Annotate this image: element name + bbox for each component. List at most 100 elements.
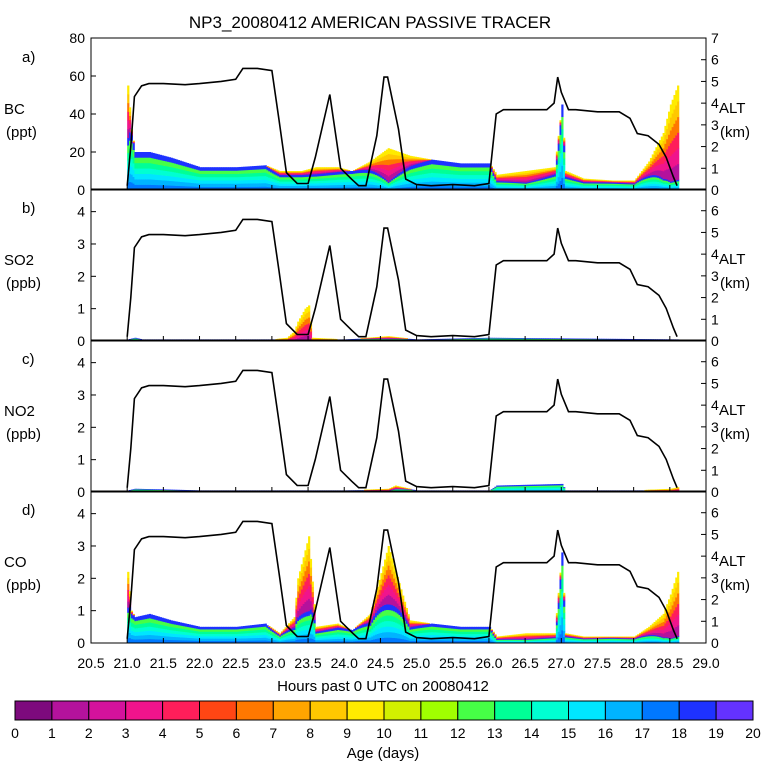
age-bar-segment bbox=[396, 337, 399, 338]
age-bar-segment bbox=[148, 168, 152, 175]
age-bar-segment bbox=[452, 170, 455, 175]
age-bar-segment bbox=[537, 180, 540, 183]
age-bar-segment bbox=[559, 180, 562, 191]
age-bar-segment bbox=[514, 185, 517, 187]
age-bar-segment bbox=[496, 179, 499, 182]
age-bar-segment bbox=[166, 156, 170, 162]
age-bar-segment bbox=[128, 173, 132, 183]
age-bar-segment bbox=[232, 167, 235, 171]
age-bar-segment bbox=[387, 337, 390, 339]
age-bar-segment bbox=[422, 178, 425, 183]
age-bar-segment bbox=[380, 171, 383, 176]
age-bar-segment bbox=[400, 174, 403, 178]
age-bar-segment bbox=[597, 180, 600, 182]
age-bar-segment bbox=[326, 167, 329, 169]
age-bar-segment bbox=[289, 183, 293, 186]
age-bar-segment bbox=[514, 175, 517, 178]
age-bar-segment bbox=[494, 182, 497, 185]
age-bar-segment bbox=[496, 183, 499, 186]
age-bar-segment bbox=[199, 170, 202, 175]
age-bar-segment bbox=[615, 182, 618, 183]
age-bar-segment bbox=[530, 170, 533, 173]
age-bar-segment bbox=[313, 337, 316, 339]
age-bar-segment bbox=[671, 99, 674, 114]
age-bar-segment bbox=[449, 161, 452, 167]
age-bar-segment bbox=[608, 184, 611, 186]
age-bar-segment bbox=[367, 184, 370, 188]
age-bar-segment bbox=[434, 172, 437, 178]
age-bar-segment bbox=[405, 156, 408, 160]
age-bar-segment bbox=[586, 179, 589, 181]
age-bar-segment bbox=[545, 171, 548, 173]
age-bar-segment bbox=[521, 176, 524, 179]
age-bar-segment bbox=[315, 183, 318, 186]
age-bar-segment bbox=[617, 181, 620, 183]
age-bar-segment bbox=[492, 170, 495, 172]
age-bar-segment bbox=[494, 173, 497, 175]
age-bar-segment bbox=[563, 144, 566, 146]
age-bar-segment bbox=[382, 336, 385, 338]
age-bar-segment bbox=[306, 307, 309, 314]
age-bar-segment bbox=[671, 180, 674, 183]
age-bar-segment bbox=[461, 186, 465, 191]
age-bar-segment bbox=[188, 174, 191, 180]
age-bar-segment bbox=[606, 187, 609, 190]
age-bar-segment bbox=[347, 173, 351, 177]
age-bar-segment bbox=[394, 171, 398, 176]
age-bar-segment bbox=[402, 338, 405, 340]
age-bar-segment bbox=[309, 180, 313, 184]
age-bar-segment bbox=[586, 182, 589, 184]
age-bar-segment bbox=[606, 184, 609, 186]
age-bar-segment bbox=[432, 185, 436, 191]
age-bar-segment bbox=[523, 187, 526, 190]
age-bar-segment bbox=[327, 182, 331, 186]
age-bar-segment bbox=[384, 184, 387, 187]
age-bar-segment bbox=[487, 182, 490, 187]
age-bar-segment bbox=[297, 324, 300, 329]
age-bar-segment bbox=[331, 169, 334, 171]
age-bar-segment bbox=[568, 176, 571, 178]
age-bar-segment bbox=[619, 182, 622, 184]
age-bar-segment bbox=[344, 173, 347, 177]
age-bar-segment bbox=[497, 179, 501, 182]
age-bar-segment bbox=[617, 185, 620, 188]
age-bar-segment bbox=[563, 183, 566, 191]
age-bar-segment bbox=[639, 179, 642, 182]
age-bar-segment bbox=[297, 334, 300, 339]
age-bar-segment bbox=[649, 185, 653, 189]
age-bar-segment bbox=[559, 121, 562, 123]
age-bar-segment bbox=[289, 171, 293, 173]
age-bar-segment bbox=[335, 171, 338, 173]
age-bar-segment bbox=[384, 159, 387, 165]
age-bar-segment bbox=[351, 181, 354, 185]
age-bar-segment bbox=[440, 169, 443, 174]
age-bar-segment bbox=[599, 179, 602, 181]
age-bar-segment bbox=[514, 178, 517, 181]
age-bar-segment bbox=[127, 182, 130, 191]
age-bar-segment bbox=[539, 173, 542, 176]
age-bar-segment bbox=[147, 152, 150, 158]
age-bar-segment bbox=[548, 171, 551, 174]
age-bar-segment bbox=[261, 186, 264, 191]
age-bar-segment bbox=[324, 175, 327, 179]
age-bar-segment bbox=[387, 186, 390, 188]
age-bar-segment bbox=[212, 170, 215, 175]
age-bar-segment bbox=[127, 137, 130, 146]
age-bar-segment bbox=[530, 186, 533, 188]
age-bar-segment bbox=[597, 181, 600, 183]
age-bar-segment bbox=[380, 185, 383, 189]
age-bar-segment bbox=[552, 172, 555, 174]
age-bar-segment bbox=[340, 176, 343, 180]
age-bar-segment bbox=[327, 175, 331, 178]
age-bar-segment bbox=[391, 163, 394, 170]
age-bar-segment bbox=[552, 171, 555, 173]
age-bar-segment bbox=[326, 175, 329, 179]
age-bar-segment bbox=[356, 169, 360, 171]
age-bar-segment bbox=[454, 166, 457, 171]
age-bar-segment bbox=[568, 172, 571, 174]
age-bar-segment bbox=[235, 167, 238, 171]
age-bar-segment bbox=[420, 162, 423, 167]
age-bar-segment bbox=[391, 183, 394, 186]
age-bar-segment bbox=[584, 181, 588, 183]
age-bar-segment bbox=[340, 179, 343, 183]
